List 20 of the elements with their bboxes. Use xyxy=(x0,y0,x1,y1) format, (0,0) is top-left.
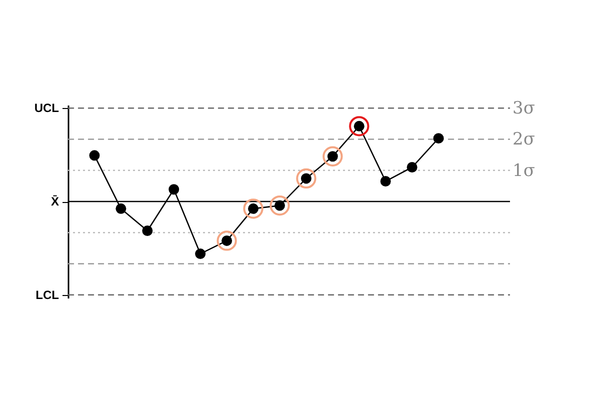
y-tick-label: 1σ xyxy=(512,160,536,181)
point xyxy=(406,162,418,172)
point xyxy=(168,184,180,195)
point xyxy=(142,226,153,236)
point xyxy=(116,203,126,214)
point xyxy=(216,230,237,251)
point xyxy=(270,195,290,216)
ref-line-label: X̄ xyxy=(50,194,59,208)
point xyxy=(243,198,264,219)
point xyxy=(89,150,100,161)
point xyxy=(349,116,370,136)
ref-line-label: LCL xyxy=(36,288,59,302)
point xyxy=(296,168,316,189)
y-tick-label: 2σ xyxy=(512,130,536,150)
point xyxy=(322,146,343,166)
point xyxy=(195,248,206,260)
point xyxy=(433,133,444,144)
y-tick-label: 3σ xyxy=(512,98,536,119)
point xyxy=(380,176,391,186)
ref-line-label: UCL xyxy=(34,101,59,116)
